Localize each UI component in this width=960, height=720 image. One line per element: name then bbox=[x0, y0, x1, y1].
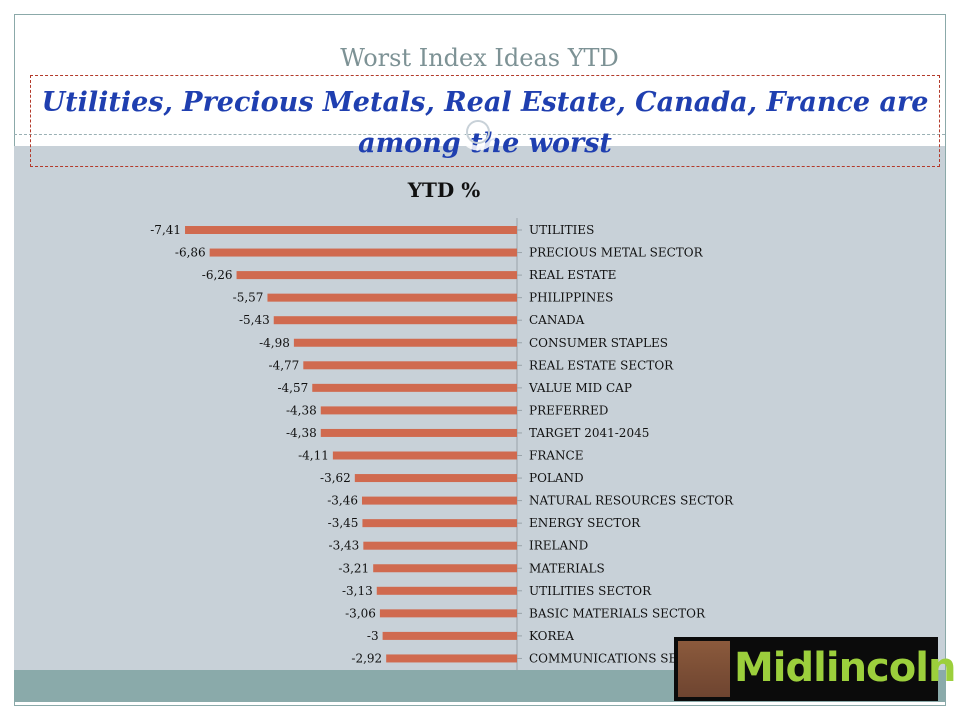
bar-value-label: -3,46 bbox=[327, 494, 358, 508]
category-label: PHILIPPINES bbox=[529, 291, 613, 305]
bar-value-label: -6,86 bbox=[175, 246, 206, 260]
bar bbox=[267, 293, 517, 302]
bar-value-label: -3 bbox=[367, 629, 379, 643]
bar bbox=[320, 428, 517, 437]
bar bbox=[386, 654, 517, 663]
headline-text: Utilities, Precious Metals, Real Estate,… bbox=[41, 87, 929, 159]
bar bbox=[379, 609, 517, 618]
bar-value-label: -4,38 bbox=[286, 426, 317, 440]
bar bbox=[273, 316, 517, 325]
category-label: VALUE MID CAP bbox=[528, 381, 632, 395]
bar-value-label: -7,41 bbox=[150, 223, 181, 237]
bar-value-label: -3,43 bbox=[329, 539, 360, 553]
midlincoln-logo: Midlincoln bbox=[674, 637, 956, 701]
bar bbox=[303, 361, 517, 370]
logo-text: Midlincoln bbox=[734, 645, 956, 691]
ring-icon bbox=[459, 113, 497, 151]
bar-value-label: -3,62 bbox=[320, 471, 351, 485]
bar-value-label: -3,06 bbox=[345, 606, 376, 620]
bar bbox=[373, 564, 517, 573]
category-label: POLAND bbox=[529, 471, 584, 485]
bar bbox=[361, 496, 517, 505]
bar bbox=[363, 541, 517, 550]
category-label: NATURAL RESOURCES SECTOR bbox=[529, 494, 734, 508]
category-label: MATERIALS bbox=[529, 561, 605, 575]
chart-title: YTD % bbox=[407, 178, 480, 202]
category-label: FRANCE bbox=[529, 449, 583, 463]
bar-value-label: -2,92 bbox=[351, 651, 382, 665]
bar bbox=[293, 338, 517, 347]
category-label: COMMUNICATIONS SECTOR bbox=[529, 651, 714, 665]
title-separator bbox=[14, 134, 945, 135]
bar-value-label: -4,77 bbox=[269, 358, 300, 372]
bar bbox=[185, 226, 518, 234]
category-label: PRECIOUS METAL SECTOR bbox=[529, 246, 704, 260]
bar-value-label: -3,13 bbox=[342, 584, 373, 598]
category-label: KOREA bbox=[529, 629, 574, 643]
bar bbox=[362, 519, 517, 528]
category-label: TARGET 2041-2045 bbox=[529, 426, 649, 440]
category-label: UTILITIES bbox=[529, 223, 594, 237]
bar-value-label: -4,98 bbox=[259, 336, 290, 350]
bar-value-label: -5,57 bbox=[233, 291, 264, 305]
category-label: REAL ESTATE SECTOR bbox=[529, 358, 674, 372]
building-icon bbox=[678, 641, 730, 697]
category-label: CONSUMER STAPLES bbox=[529, 336, 668, 350]
bar-value-label: -6,26 bbox=[202, 268, 233, 282]
headline-box bbox=[30, 75, 940, 167]
bar-value-label: -4,38 bbox=[286, 403, 317, 417]
bar bbox=[312, 383, 517, 392]
bar bbox=[354, 474, 517, 483]
bar-value-label: -3,21 bbox=[338, 561, 369, 575]
bar bbox=[236, 271, 517, 280]
category-label: BASIC MATERIALS SECTOR bbox=[529, 606, 706, 620]
category-label: CANADA bbox=[529, 313, 585, 327]
category-label: REAL ESTATE bbox=[529, 268, 616, 282]
bar bbox=[209, 248, 517, 257]
bar-value-label: -4,11 bbox=[298, 449, 329, 463]
bar bbox=[376, 586, 517, 595]
bar bbox=[320, 406, 517, 415]
bar bbox=[382, 631, 517, 640]
category-label: IRELAND bbox=[529, 539, 588, 553]
slide-title: Worst Index Ideas YTD bbox=[340, 44, 619, 72]
bar-value-label: -5,43 bbox=[239, 313, 270, 327]
bar-value-label: -3,45 bbox=[328, 516, 359, 530]
category-label: UTILITIES SECTOR bbox=[529, 584, 652, 598]
category-label: ENERGY SECTOR bbox=[529, 516, 641, 530]
category-label: PREFERRED bbox=[529, 403, 608, 417]
bar bbox=[332, 451, 517, 460]
bar-value-label: -4,57 bbox=[277, 381, 308, 395]
